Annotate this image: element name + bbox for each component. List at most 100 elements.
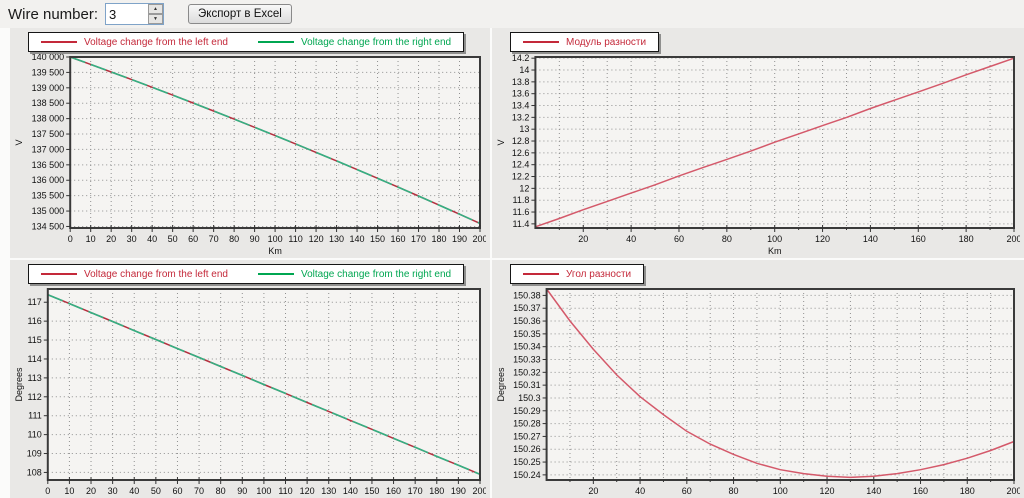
y-tick-label: 110 [27,430,41,440]
chart-canvas: 150.38 150.37 150.36 150.35 150.34 150.33 150.… [496,288,1020,496]
x-tick-label: 40 [147,234,157,244]
chart-panel-modulus-difference: Модуль разности 14.2 14 13.8 13.6 13.4 13.2 13… [492,28,1024,258]
y-tick-label: 150.29 [513,406,541,416]
chart-legend: Voltage change from the left end Voltage … [28,264,465,284]
wire-number-label: Wire number: [8,5,99,23]
x-tick-label: 40 [626,234,636,244]
x-tick-label: 150 [370,234,385,244]
wire-number-spinner[interactable]: ▲ ▼ [105,3,165,25]
legend-line-sample [258,41,294,43]
chart-plot-degrees-bottom-left: 117 116 115 114 113 112 111 110 109 108 0 10 20 30 40 5… [12,286,486,498]
y-tick-label: 115 [27,335,41,345]
x-tick-label: 30 [127,234,137,244]
y-tick-label: 139 000 [32,83,65,93]
x-tick-label: 120 [309,234,324,244]
x-tick-label: 80 [216,486,226,496]
charts-grid: Voltage change from the left end Voltage … [0,28,1024,498]
spin-down-button[interactable]: ▼ [148,14,164,24]
y-tick-label: 150.24 [513,470,541,480]
wire-number-input[interactable] [106,4,149,24]
y-tick-label: 114 [27,354,41,364]
x-tick-label: 80 [229,234,239,244]
x-tick-label: 150 [364,486,379,496]
x-tick-label: 200 [1006,486,1020,496]
y-tick-label: 13.4 [512,101,530,111]
y-tick-label: 112 [27,392,41,402]
series-line [535,57,1015,228]
chart-canvas: 140 000 139 500 139 000 138 500 138 000 137 5… [14,54,486,256]
chart-plot-modulus-difference: 14.2 14 13.8 13.6 13.4 13.2 13 12.8 12.6 12.4 12.2… [494,54,1020,258]
x-tick-label: 60 [188,234,198,244]
x-tick-label: 50 [151,486,161,496]
y-axis-title: V [496,139,506,145]
x-tick-label: 90 [250,234,260,244]
series-line [545,288,1015,479]
spin-up-button[interactable]: ▲ [148,4,164,14]
x-tick-label: 190 [452,234,467,244]
y-tick-label: 12.6 [512,148,530,158]
x-tick-label: 160 [386,486,401,496]
y-tick-label: 150.35 [513,329,541,339]
y-tick-label: 13.8 [512,77,530,87]
legend-label: Модуль разности [566,36,647,48]
y-tick-label: 111 [28,411,42,421]
x-tick-label: 10 [86,234,96,244]
legend-item: Voltage change from the left end [41,37,228,48]
legend-label: Voltage change from the right end [301,268,452,280]
x-tick-label: 120 [820,486,835,496]
y-axis-title: Degrees [496,367,506,402]
plot-area [70,57,480,228]
chart-plot-angle-difference: 150.38 150.37 150.36 150.35 150.34 150.33 150.… [494,286,1020,498]
y-tick-label: 150.33 [513,355,541,365]
x-tick-label: 120 [300,486,315,496]
y-tick-label: 138 000 [32,114,65,124]
y-tick-label: 150.34 [513,342,541,352]
export-excel-button[interactable]: Экспорт в Excel [188,4,292,24]
x-tick-label: 140 [350,234,365,244]
x-tick-label: 60 [674,234,684,244]
y-tick-label: 150.26 [513,444,541,454]
x-tick-label: 30 [108,486,118,496]
x-tick-label: 80 [729,486,739,496]
x-tick-label: 130 [329,234,344,244]
y-tick-label: 150.36 [513,316,541,326]
x-tick-label: 180 [432,234,447,244]
legend-label: Voltage change from the left end [84,36,228,48]
y-tick-label: 137 500 [32,129,65,139]
y-tick-label: 150.37 [513,303,541,313]
x-axis-title: Km [268,246,282,256]
y-tick-label: 108 [27,467,42,477]
x-tick-label: 180 [960,486,975,496]
y-tick-label: 109 [27,449,42,459]
chart-panel-degrees-bottom-left: Voltage change from the left end Voltage … [10,260,490,498]
x-tick-label: 40 [129,486,139,496]
x-tick-label: 140 [863,234,878,244]
legend-item: Voltage change from the right end [258,269,451,280]
x-tick-label: 20 [588,486,598,496]
x-tick-label: 10 [64,486,74,496]
x-tick-label: 110 [278,486,292,496]
x-tick-label: 110 [288,234,302,244]
y-tick-label: 12 [519,183,529,193]
x-tick-label: 160 [913,486,928,496]
chart-panel-angle-difference: Угол разности 150.38 150.37 150.36 150.35 15… [492,260,1024,498]
x-tick-label: 100 [268,234,283,244]
x-tick-label: 200 [1006,234,1020,244]
x-tick-label: 70 [209,234,219,244]
legend-item: Угол разности [523,269,631,280]
chart-canvas: 14.2 14 13.8 13.6 13.413.2 13 12.8 12.6 12.4 12.2… [496,54,1020,256]
y-tick-label: 12.4 [512,160,530,170]
x-tick-label: 100 [773,486,788,496]
y-tick-label: 116 [27,316,41,326]
y-tick-label: 150.25 [513,457,541,467]
x-tick-label: 160 [391,234,406,244]
legend-label: Угол разности [566,268,632,280]
y-tick-label: 136 500 [32,160,65,170]
y-tick-label: 150.3 [518,393,541,403]
x-tick-label: 100 [256,486,271,496]
x-tick-label: 50 [168,234,178,244]
chart-plot-voltage-top-left: 140 000 139 500 139 000 138 500 138 000 137 5… [12,54,486,258]
x-tick-label: 190 [451,486,466,496]
plot-area [546,289,1014,480]
legend-line-sample [523,41,559,43]
